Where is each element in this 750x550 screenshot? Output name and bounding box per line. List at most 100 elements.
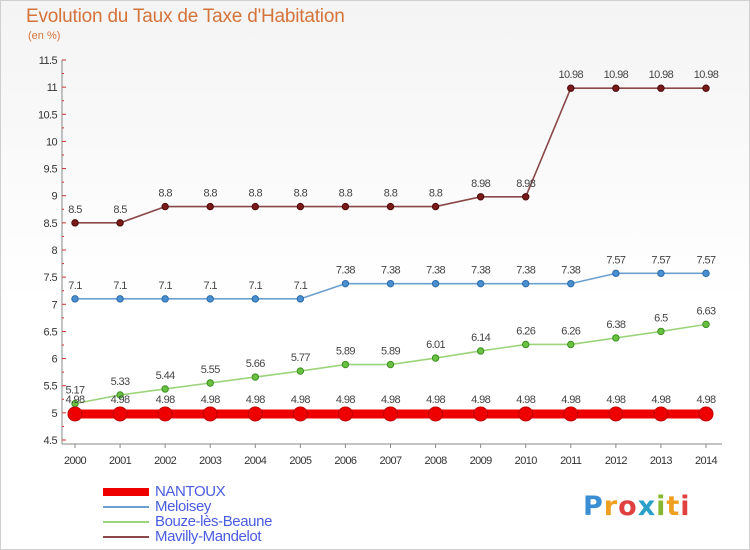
data-label: 6.63 — [696, 305, 715, 317]
series-point — [206, 379, 214, 387]
data-label: 4.98 — [561, 394, 580, 406]
series-point — [383, 406, 398, 422]
x-tick-label: 2005 — [289, 455, 312, 467]
legend-swatch — [103, 521, 149, 523]
series-point — [473, 406, 489, 422]
data-label: 5.77 — [291, 352, 310, 364]
series-point — [476, 279, 485, 288]
x-tick-label: 2013 — [650, 455, 673, 467]
series-point — [341, 202, 350, 211]
series-point — [251, 295, 259, 303]
series-point — [296, 367, 305, 375]
data-label: 4.98 — [606, 394, 625, 406]
data-label: 4.98 — [696, 394, 715, 406]
data-label: 7.1 — [203, 280, 217, 292]
data-label: 10.98 — [649, 69, 674, 81]
data-label: 6.5 — [654, 312, 668, 324]
series-point — [161, 295, 169, 303]
y-tick-label: 4.5 — [44, 435, 58, 447]
series-point — [653, 406, 669, 422]
data-label: 7.38 — [336, 265, 355, 277]
data-label: 7.38 — [426, 265, 445, 277]
y-tick-label: 8 — [51, 245, 57, 257]
logo-letter: r — [603, 491, 619, 522]
y-tick-label: 6 — [51, 354, 57, 366]
series-point — [386, 202, 395, 211]
series-point — [612, 334, 620, 342]
series-point — [116, 391, 124, 399]
series-point — [292, 406, 308, 422]
series-point — [567, 340, 575, 349]
series-point — [657, 269, 665, 278]
legend-swatch — [103, 536, 149, 538]
y-tick-label: 6.5 — [44, 326, 58, 338]
series-point — [206, 202, 214, 211]
data-label: 7.1 — [158, 280, 172, 292]
series-point — [161, 202, 169, 211]
data-label: 7.38 — [561, 265, 580, 277]
data-label: 4.98 — [246, 394, 265, 406]
data-label: 4.98 — [291, 394, 310, 406]
data-label: 7.1 — [68, 280, 82, 292]
data-label: 4.98 — [201, 394, 220, 406]
data-label: 8.98 — [471, 178, 490, 190]
data-label: 7.1 — [113, 280, 127, 292]
chart-subtitle: (en %) — [28, 30, 61, 42]
series-point — [612, 269, 620, 278]
legend-swatch — [103, 488, 149, 496]
data-label: 5.17 — [65, 385, 84, 397]
x-tick-label: 2006 — [334, 455, 357, 467]
series-point — [522, 340, 530, 349]
series-point — [657, 327, 665, 336]
series-point — [337, 406, 353, 422]
series-point — [157, 406, 173, 422]
series-line — [75, 87, 706, 224]
series-point — [567, 84, 575, 92]
data-label: 5.44 — [156, 370, 175, 382]
data-label: 8.8 — [203, 188, 217, 200]
x-tick-label: 2009 — [470, 455, 493, 467]
series-point — [386, 279, 395, 288]
series-point — [567, 279, 575, 288]
data-label: 8.5 — [68, 204, 82, 216]
series-point — [431, 202, 440, 211]
logo-letter: t — [666, 491, 681, 522]
series-point — [608, 406, 624, 422]
data-label: 7.38 — [516, 265, 535, 277]
y-tick-label: 7.5 — [44, 272, 58, 284]
legend-item-bouze-les-beaune: Bouze-lès-Beaune — [103, 514, 403, 529]
series-point — [702, 320, 710, 329]
logo-letter: i — [656, 491, 667, 522]
x-tick-label: 2010 — [515, 455, 538, 467]
x-tick-label: 2012 — [605, 455, 628, 467]
series-point — [116, 219, 124, 227]
y-tick-label: 5.5 — [44, 381, 58, 393]
series-point — [702, 84, 710, 92]
series-point — [67, 406, 83, 422]
data-label: 10.98 — [559, 69, 584, 81]
legend: NANTOUX Meloisey Bouze-lès-Beaune Mavill… — [103, 484, 403, 544]
data-label: 4.98 — [471, 394, 490, 406]
y-tick-label: 7 — [51, 299, 57, 311]
data-label: 6.38 — [606, 319, 625, 331]
data-label: 6.01 — [426, 339, 445, 351]
legend-label: Meloisey — [155, 498, 211, 515]
series-point — [431, 354, 440, 362]
series-point — [698, 406, 714, 422]
data-label: 8.8 — [384, 188, 398, 200]
x-tick-label: 2000 — [64, 455, 87, 467]
legend-label: Mavilly-Mandelot — [155, 528, 262, 545]
series-point — [251, 202, 259, 211]
chart-title: Evolution du Taux de Taxe d'Habitation — [26, 6, 345, 27]
legend-item-nantoux: NANTOUX — [103, 484, 403, 499]
series-point — [296, 295, 305, 303]
legend-item-mavilly-mandelot: Mavilly-Mandelot — [103, 529, 403, 544]
series-point — [476, 193, 485, 201]
data-label: 7.1 — [294, 280, 308, 292]
x-tick-label: 2011 — [560, 455, 582, 467]
data-label: 4.98 — [426, 394, 445, 406]
y-tick-label: 11 — [47, 82, 58, 94]
data-label: 8.8 — [429, 188, 443, 200]
